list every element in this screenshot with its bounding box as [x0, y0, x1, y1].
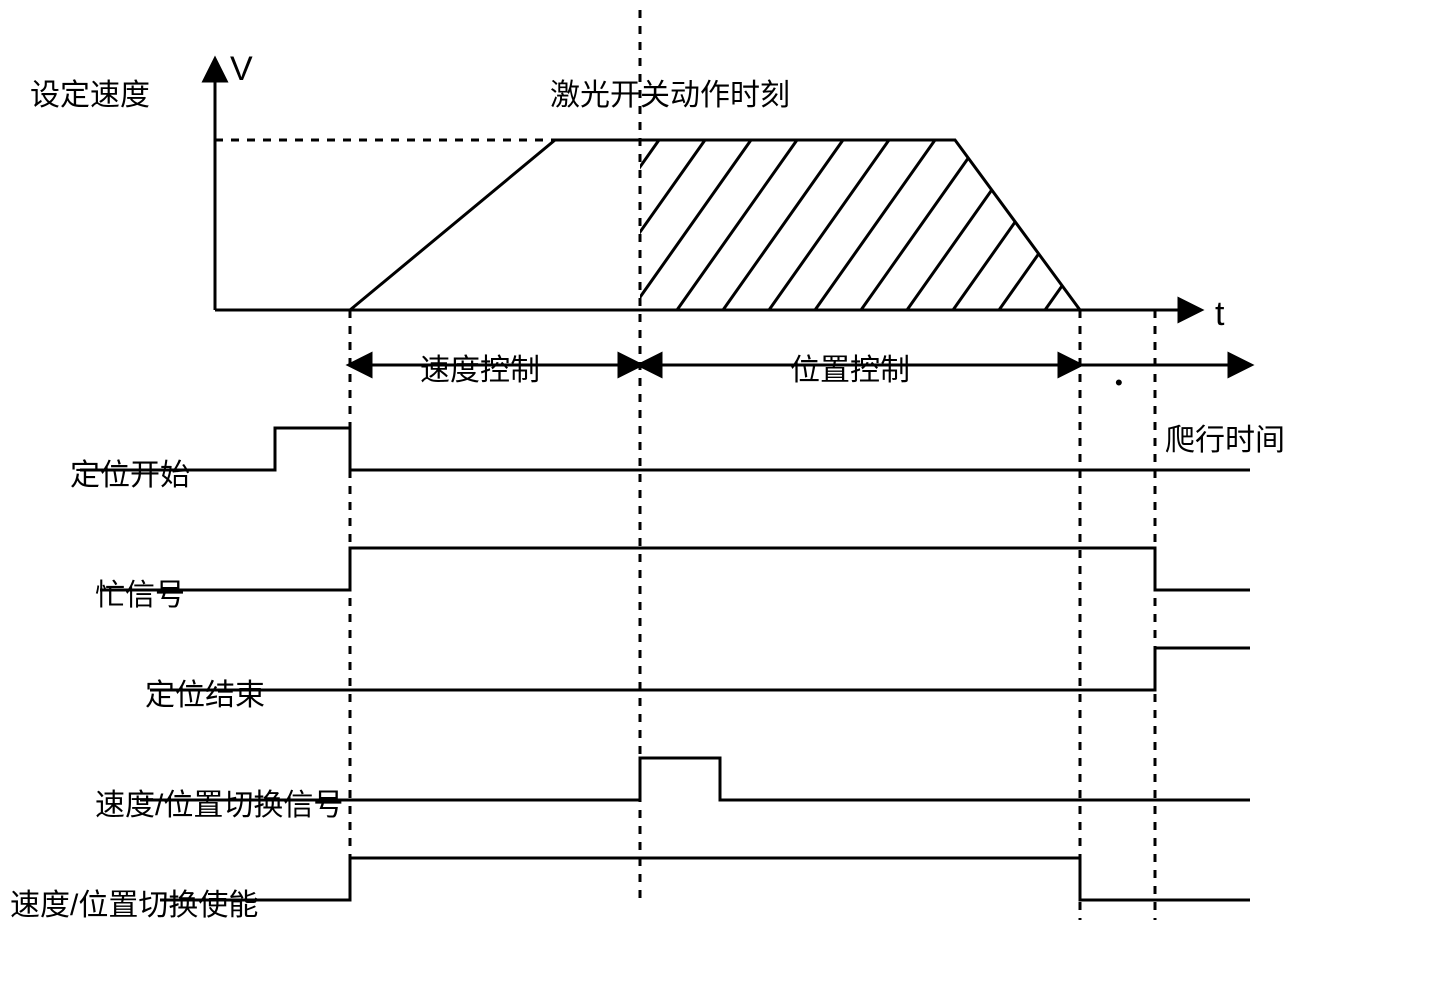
label-laser-switch: 激光开关动作时刻 — [550, 70, 790, 114]
label-busy: 忙信号 — [95, 570, 185, 614]
diagram-stage: • 设定速度 V t 激光开关动作时刻 速度控制 位置控制 爬行时间 定位开始 … — [0, 0, 1450, 1008]
label-vp-enable: 速度/位置切换使能 — [10, 880, 258, 924]
label-crawl-time: 爬行时间 — [1165, 415, 1285, 459]
label-t-axis: t — [1215, 295, 1224, 334]
diagram-svg: • — [0, 0, 1450, 1008]
label-set-speed: 设定速度 — [30, 70, 150, 114]
label-pos-ctrl: 位置控制 — [790, 345, 910, 389]
label-pos-start: 定位开始 — [70, 450, 190, 494]
label-v-axis: V — [230, 50, 253, 89]
label-pos-end: 定位结束 — [145, 670, 265, 714]
svg-text:•: • — [1115, 370, 1123, 395]
label-vp-signal: 速度/位置切换信号 — [95, 780, 343, 824]
label-speed-ctrl: 速度控制 — [420, 345, 540, 389]
